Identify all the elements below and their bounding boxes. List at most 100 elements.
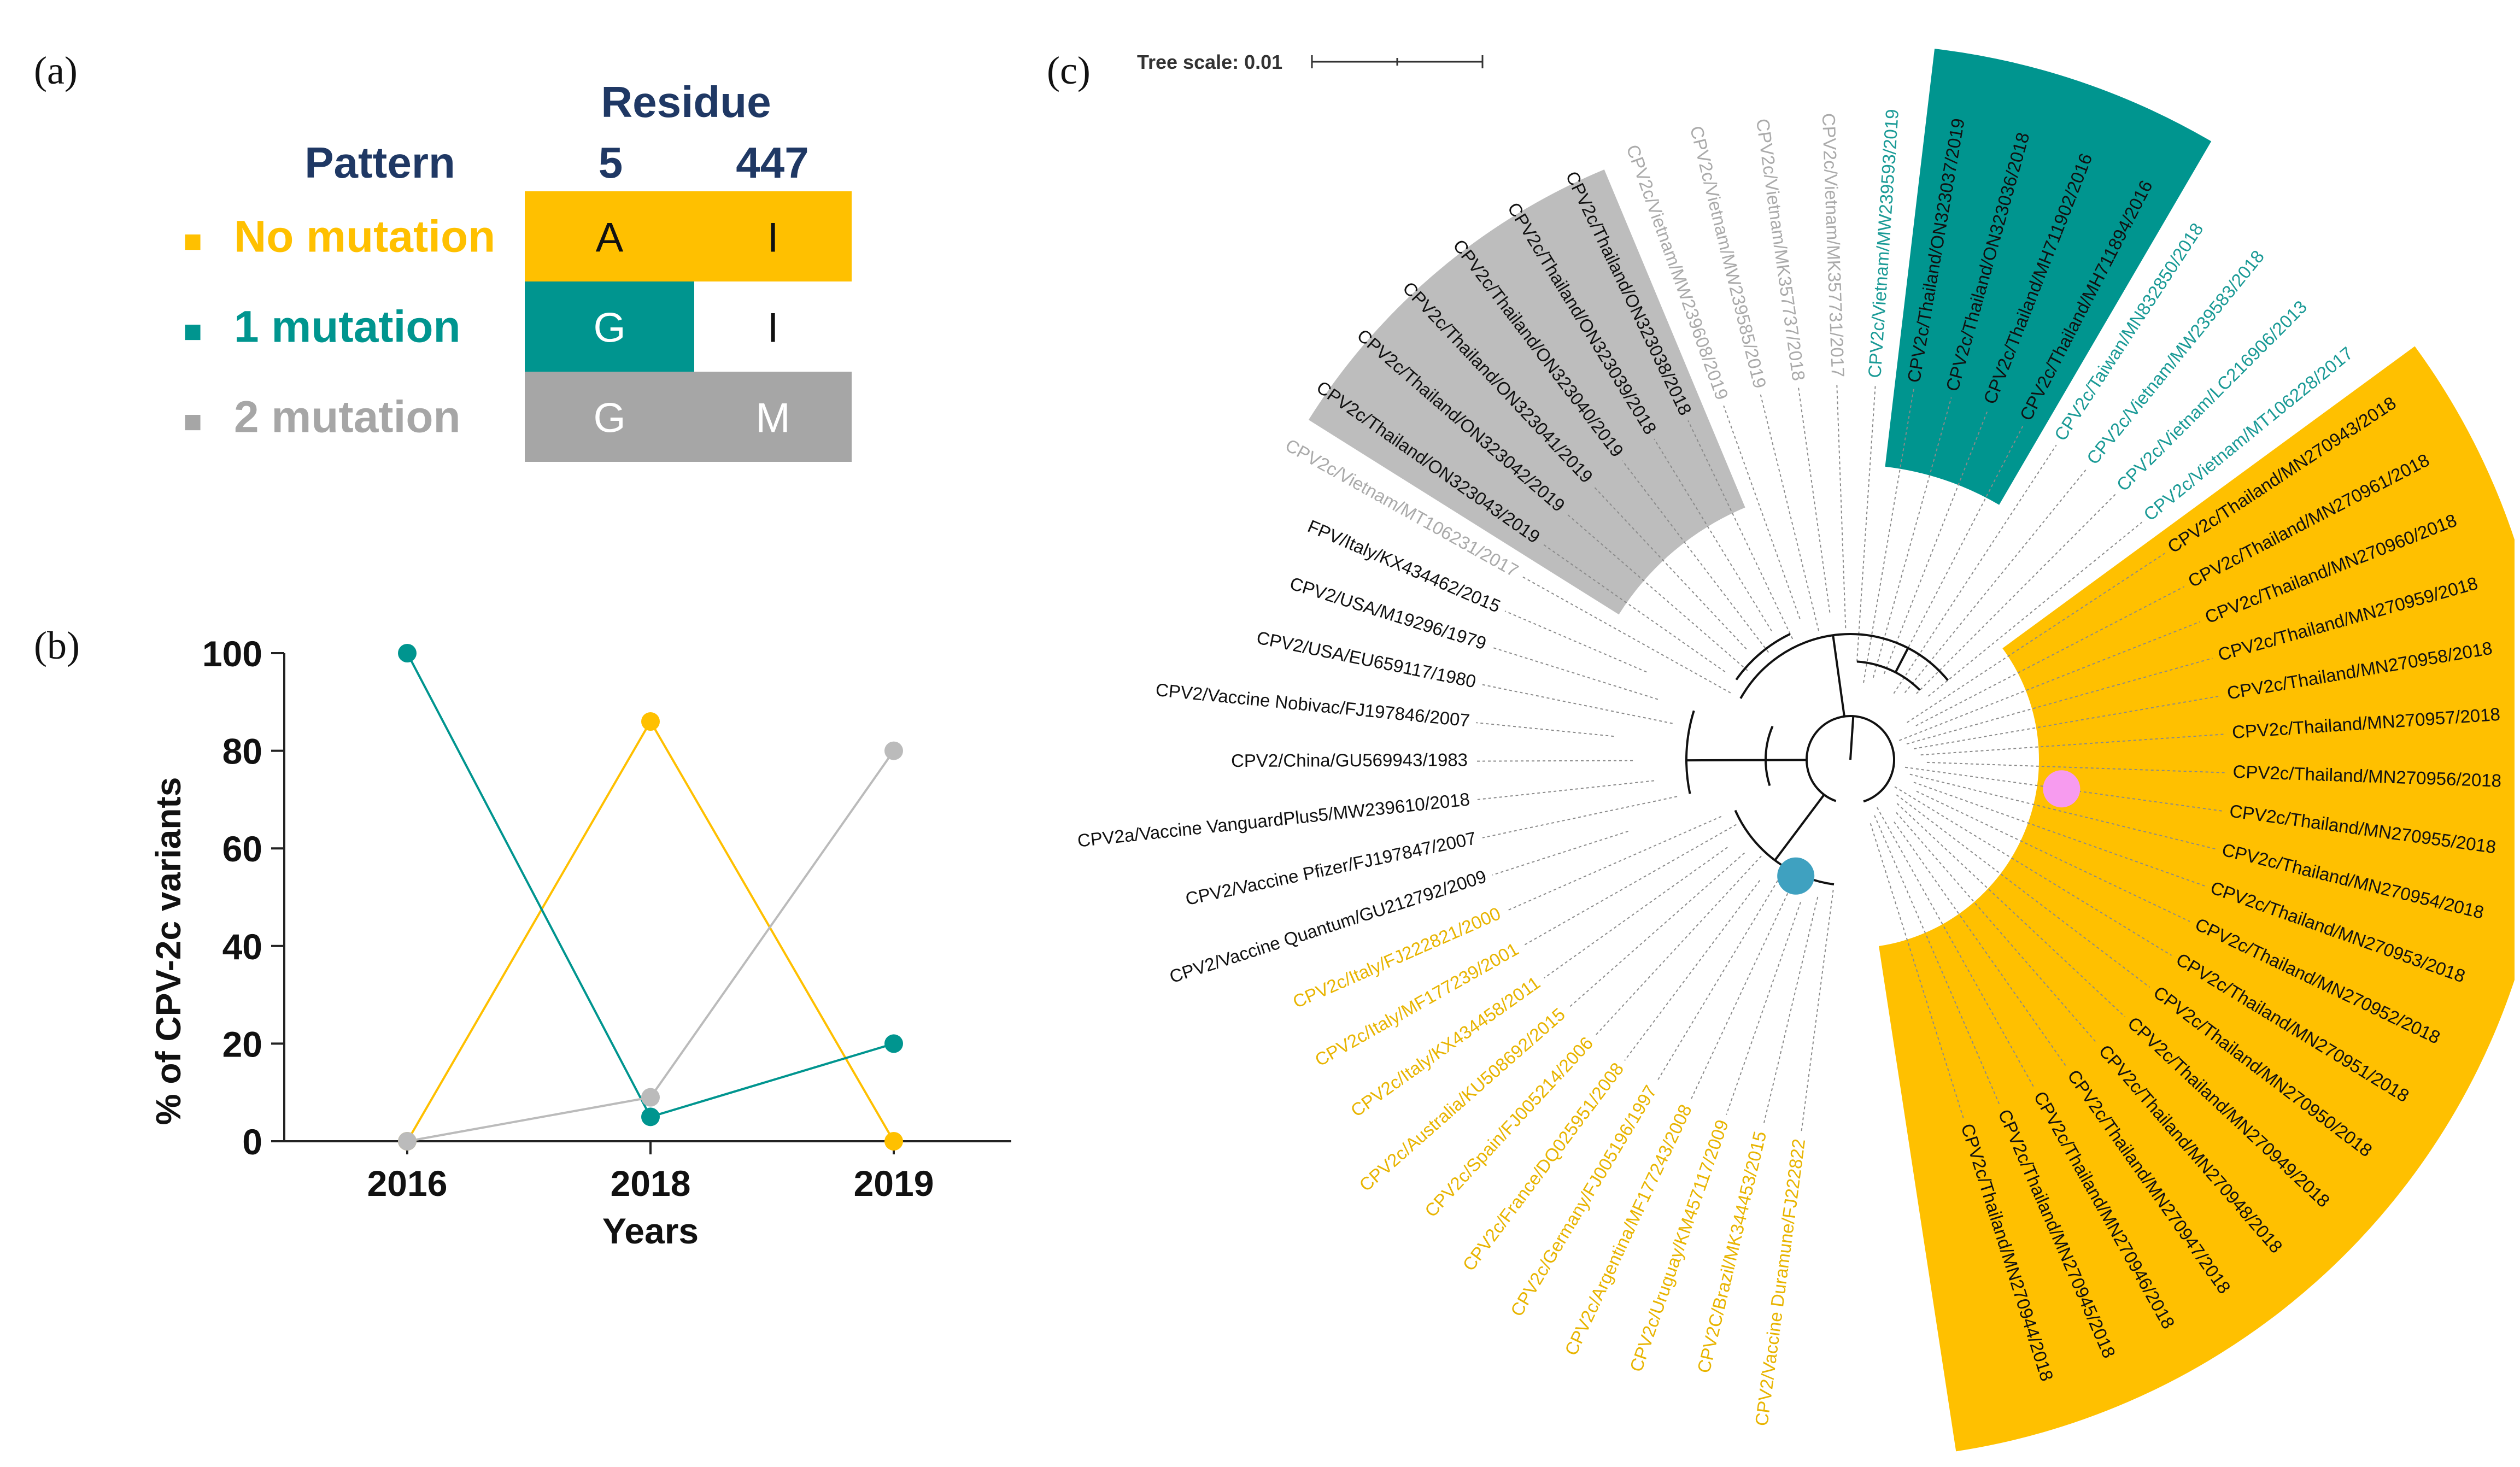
leaf-guide-line (1863, 389, 1914, 683)
leaf-guide-line (1914, 695, 2222, 749)
tree-scale: Tree scale: 0.01 (1137, 51, 1484, 73)
branch-arc (1765, 725, 1774, 787)
leaf-guide-line (1915, 586, 2185, 726)
pattern-label: 2 mutation (234, 392, 461, 442)
leaf-label: CPV2c/Vietnam/MW239593/2019 (1864, 108, 1902, 378)
branch-arc (1856, 660, 1921, 691)
residue-header: Residue (601, 78, 771, 126)
highlight-sector-2-mutation (1308, 169, 1745, 615)
leaf-guide-line (1505, 815, 1722, 912)
leaf-guide-line (1592, 485, 1747, 650)
leaf-guide-line (1916, 493, 2117, 694)
tree-scale-label: Tree scale: 0.01 (1137, 51, 1282, 73)
leaf-guide-line (1482, 796, 1678, 838)
cell-res447-bg (694, 281, 852, 372)
leaf-guide-line (1883, 409, 1989, 674)
leaf-guide-line (1566, 513, 1748, 671)
leaf-guide-line (1893, 444, 2057, 694)
series-point-1 (398, 644, 417, 662)
x-axis-title: Years (602, 1211, 699, 1251)
leaf-guide-line (1622, 460, 1769, 653)
series-point-2 (884, 741, 903, 760)
leaf-label: CPV2c/Vietnam/MK357731/2017 (1819, 113, 1848, 378)
leaf-label: CPV2/Vaccine Nobivac/FJ197846/2007 (1154, 679, 1470, 731)
highlight-sector-no-mutation (1879, 346, 2515, 1452)
panel-label-b: (b) (34, 624, 80, 667)
leaf-guide-line (1481, 684, 1673, 724)
leaf-guide-line (1687, 420, 1794, 639)
leaf-guide-line (1476, 722, 1614, 737)
leaf-guide-line (1567, 852, 1745, 1009)
leaf-guide-line (1895, 425, 2024, 672)
residue-position-5: 5 (599, 138, 623, 187)
branch-arc (1806, 715, 1890, 802)
leaf-guide-line (1492, 830, 1628, 876)
blue-node (1777, 857, 1815, 895)
leaf-label: CPV2/Vaccine Duramune/FJ222822 (1751, 1137, 1809, 1427)
leaf-guide-line (1872, 397, 1952, 678)
leaf-guide-line (1913, 782, 2205, 887)
leaf-guide-line (1920, 734, 2226, 756)
y-tick-label: 40 (222, 926, 262, 967)
branch (1894, 647, 1909, 673)
mutation-pattern-table: Residue Pattern 5 447 ■ No mutation A I ■ 1 m… (183, 78, 852, 462)
leaf-guide-line (1762, 896, 1819, 1126)
branch-arc (1685, 710, 1695, 794)
leaf-guide-line (1926, 761, 2226, 773)
leaf-guide-line (1723, 405, 1801, 619)
branch (1849, 716, 1855, 760)
leaf-guide-line (1898, 621, 2201, 741)
leaf-guide-line (1894, 786, 2172, 956)
leaf-guide-line (1760, 394, 1819, 631)
leaf-label: CPV2/China/GU569943/1983 (1231, 749, 1468, 771)
leaf-guide-line (1870, 823, 1964, 1119)
cell-res5: G (593, 395, 625, 442)
cell-res447-bg (694, 372, 852, 462)
leaf-guide-line (1656, 880, 1778, 1083)
leaf-label: CPV2c/Vietnam/MK357737/2018 (1753, 118, 1809, 382)
cell-res447: I (767, 215, 778, 261)
legend-bullet-icon: ■ (183, 224, 202, 259)
branch (1686, 759, 1766, 762)
pattern-label: No mutation (234, 212, 495, 262)
y-tick-label: 60 (222, 829, 262, 869)
leaf-guide-line (1896, 812, 2098, 1044)
branch-arc (1739, 633, 1949, 699)
leaf-guide-line (1856, 384, 1876, 662)
leaf-guide-line (1904, 467, 2088, 693)
legend-bullet-icon: ■ (183, 404, 202, 439)
leaf-guide-line (1874, 815, 2000, 1105)
leaf-guide-line (1523, 824, 1737, 946)
leaf-guide-line (1896, 794, 2150, 988)
series-point-1 (641, 1107, 660, 1126)
series-point-1 (884, 1034, 903, 1053)
x-tick-label: 2018 (611, 1163, 691, 1204)
y-tick-label: 20 (222, 1024, 262, 1064)
cell-res447: I (767, 305, 778, 351)
leaf-guide-line (1476, 780, 1655, 801)
leaf-guide-line (1544, 847, 1728, 979)
series-point-0 (641, 712, 660, 731)
y-tick-label: 80 (222, 731, 262, 772)
pattern-label: 1 mutation (234, 302, 461, 352)
highlight-sector-1-mutation (1885, 49, 2212, 505)
leaf-guide-line (1690, 878, 1795, 1101)
legend-bullet-icon: ■ (183, 314, 202, 349)
series-line-2 (407, 750, 895, 1142)
cell-res5-bg (525, 191, 694, 281)
panel-label-a: (a) (34, 49, 78, 92)
leaf-guide-line (1916, 790, 2190, 922)
leaf-guide-line (1906, 658, 2213, 745)
cell-res5-bg (525, 281, 694, 372)
y-tick-label: 100 (202, 633, 262, 674)
residue-position-447: 447 (736, 138, 808, 187)
leaf-guide-line (1504, 611, 1647, 673)
leaf-guide-line (1797, 387, 1831, 613)
y-axis-title: % of CPV-2c variants (149, 777, 188, 1125)
x-tick-label: 2016 (367, 1163, 448, 1204)
cell-res5: A (596, 215, 624, 261)
leaf-guide-line (1801, 889, 1834, 1133)
x-tick-label: 2019 (854, 1163, 934, 1204)
series-line-0 (406, 719, 895, 1142)
cell-res447-bg (694, 191, 852, 281)
